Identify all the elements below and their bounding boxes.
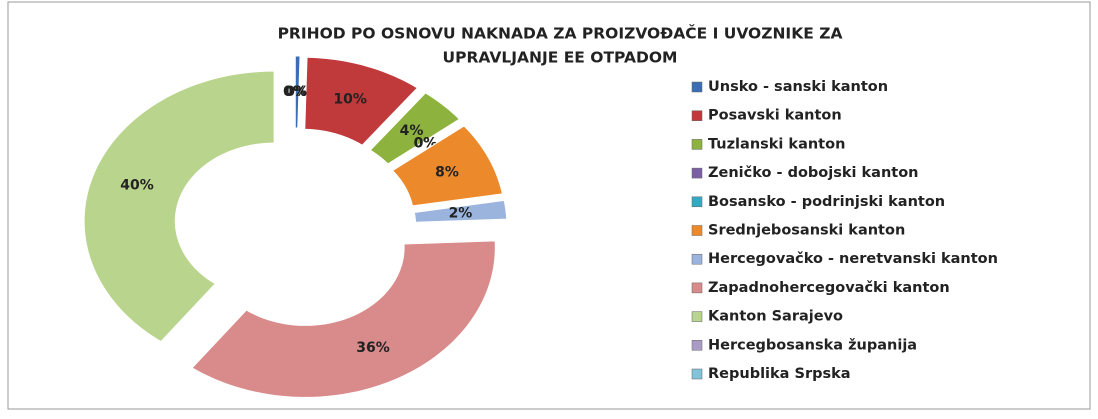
- legend-label: Zapadnohercegovački kanton: [708, 280, 950, 296]
- data-label: 4%: [400, 123, 424, 139]
- data-label: 36%: [356, 340, 390, 356]
- data-label: 40%: [120, 177, 154, 193]
- legend-swatch: [691, 167, 703, 179]
- data-label: 2%: [449, 206, 473, 222]
- legend-label: Hercegbosanska županija: [708, 337, 917, 353]
- donut-slice: [304, 56, 419, 146]
- chart-frame: [7, 1, 1091, 410]
- data-label: 0%: [283, 84, 307, 100]
- legend-swatch: [691, 282, 703, 294]
- legend-label: Posavski kanton: [708, 108, 842, 124]
- data-label: 8%: [435, 165, 459, 181]
- legend-label: Tuzlanski kanton: [708, 136, 845, 152]
- legend-label: Hercegovačko - neretvanski kanton: [708, 251, 998, 267]
- legend-swatch: [691, 311, 703, 322]
- donut-slice: [413, 199, 508, 223]
- legend-label: Bosansko - podrinjski kanton: [708, 194, 945, 210]
- donut-slice: [391, 125, 503, 207]
- legend-swatch: [691, 368, 703, 380]
- donut-slice: [191, 240, 496, 398]
- legend-label: Srednjebosanski kanton: [708, 223, 905, 239]
- legend-swatch: [691, 196, 703, 208]
- legend-label: Kanton Sarajevo: [708, 309, 843, 325]
- legend-swatch: [691, 139, 703, 150]
- legend-swatch: [691, 225, 703, 236]
- donut-slice: [369, 92, 461, 165]
- legend-swatch: [691, 340, 703, 351]
- legend-label: Republika Srpska: [708, 366, 851, 382]
- data-label: 10%: [333, 92, 367, 108]
- chart-title: PRIHOD PO OSNOVU NAKNADA ZA PROIZVOĐAČE …: [278, 24, 843, 43]
- donut-slice: [83, 70, 275, 343]
- legend-swatch: [691, 110, 703, 121]
- legend-swatch: [691, 81, 703, 93]
- legend-label: Zeničko - dobojski kanton: [708, 165, 918, 181]
- data-label: 0%: [283, 84, 307, 100]
- legend-label: Unsko - sanski kanton: [708, 79, 888, 95]
- donut-slice: [294, 55, 301, 129]
- legend-swatch: [691, 253, 703, 265]
- chart-title: UPRAVLJANJE EE OTPADOM: [443, 49, 678, 67]
- data-label: 0%: [285, 84, 309, 100]
